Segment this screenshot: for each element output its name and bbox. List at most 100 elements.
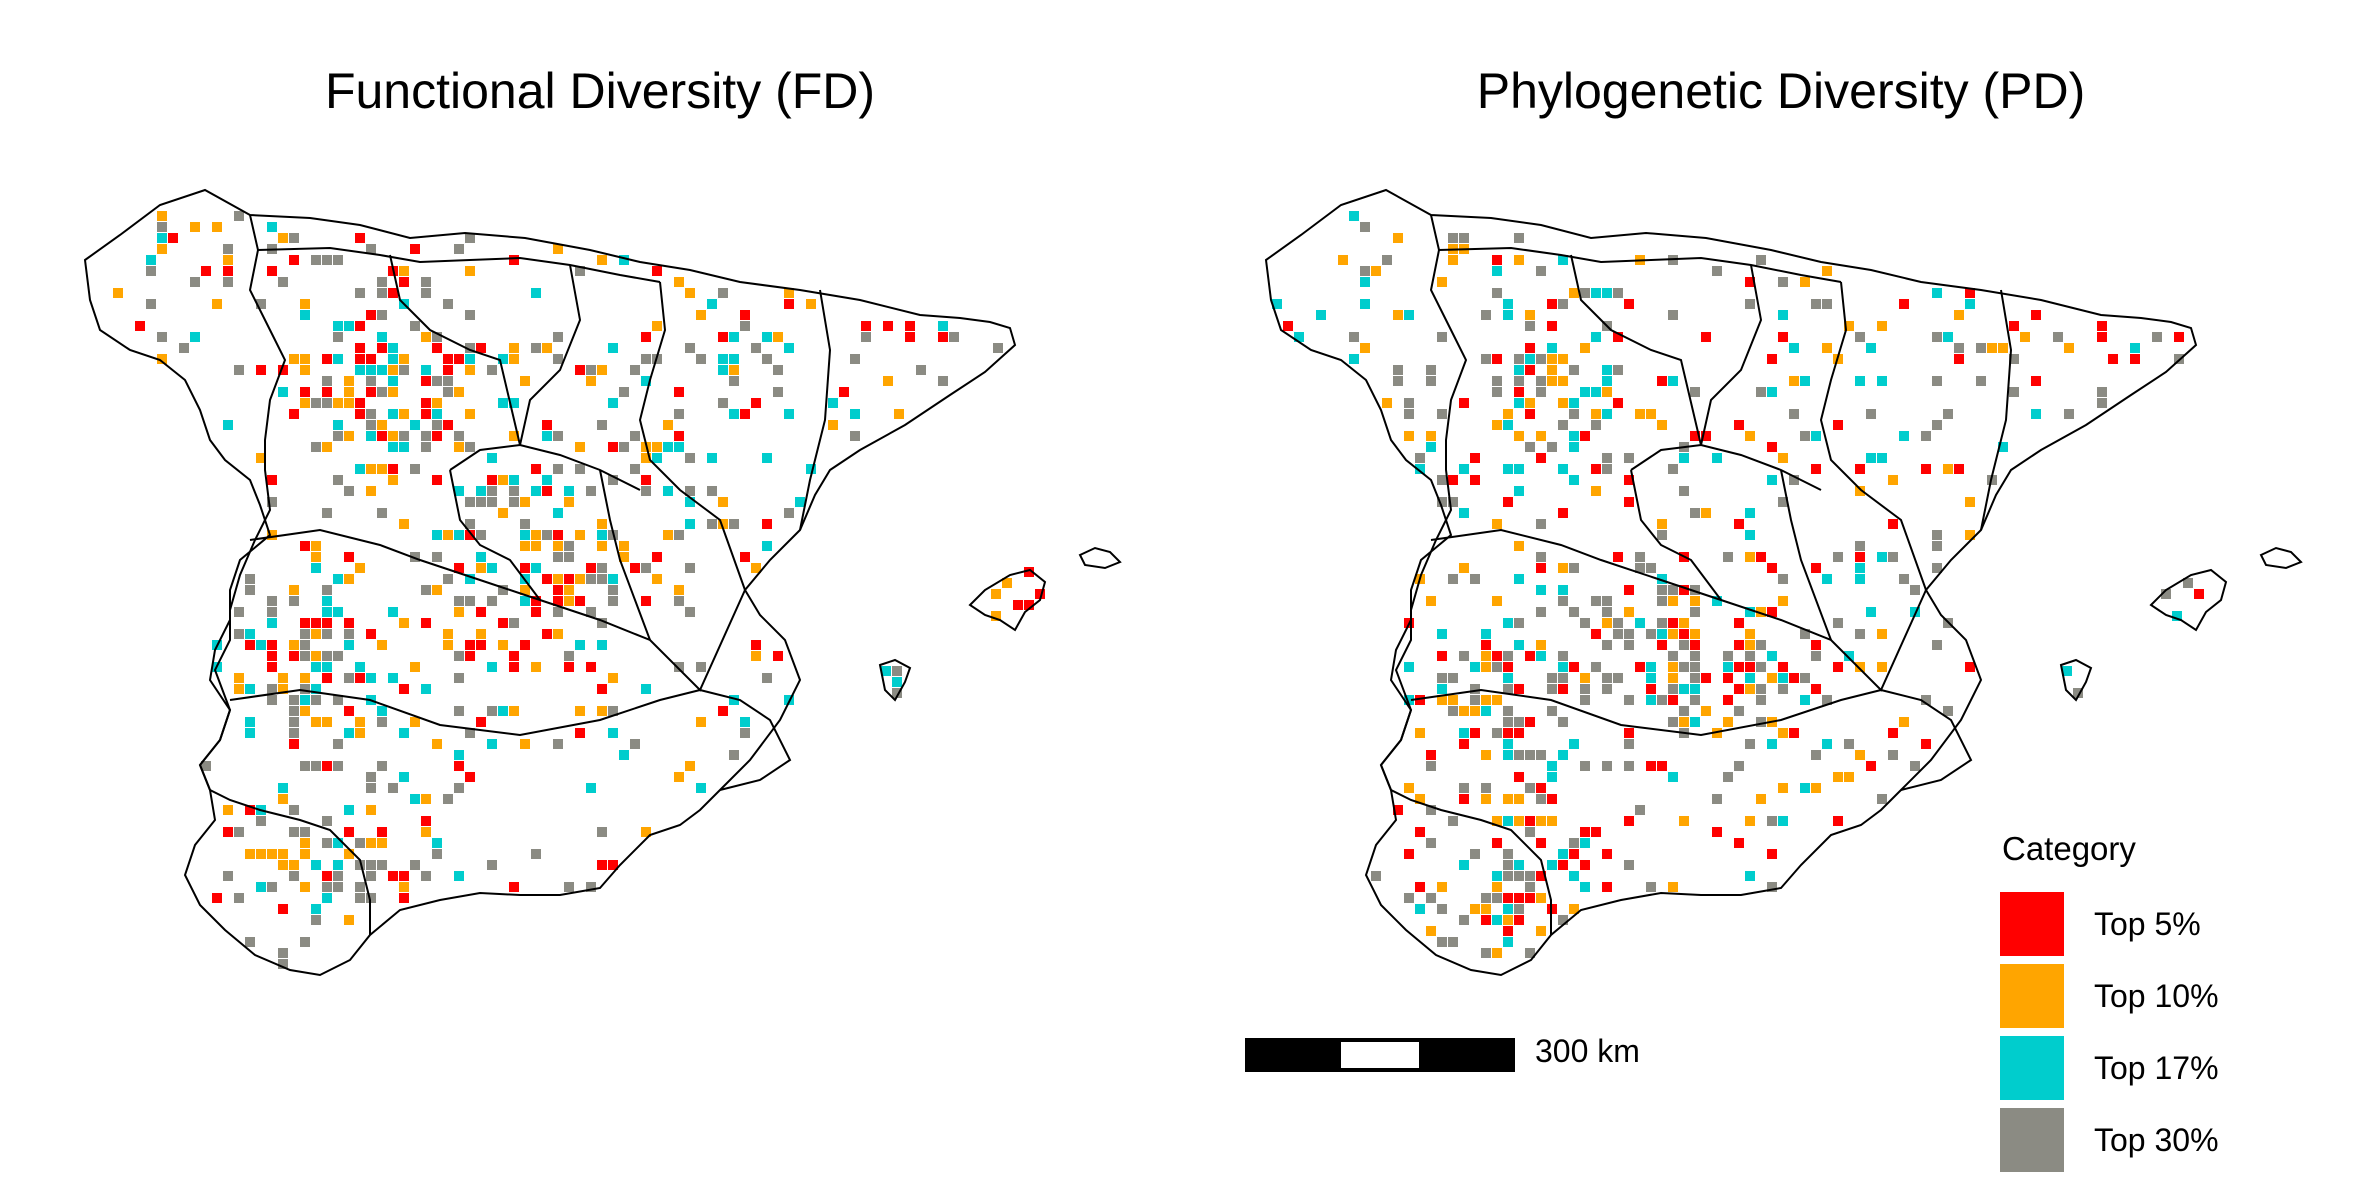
grid-cell	[608, 673, 618, 683]
grid-cell	[1712, 794, 1722, 804]
grid-cell	[1657, 376, 1667, 386]
grid-cell	[520, 585, 530, 595]
grid-cell	[476, 629, 486, 639]
grid-cell	[1657, 519, 1667, 529]
region-border	[229, 688, 701, 737]
grid-cell	[1382, 255, 1392, 265]
grid-cell	[1415, 695, 1425, 705]
grid-cell	[707, 519, 717, 529]
grid-cell	[223, 805, 233, 815]
grid-cell	[333, 761, 343, 771]
grid-cell	[1547, 376, 1557, 386]
grid-cell	[1591, 420, 1601, 430]
grid-cell	[707, 486, 717, 496]
grid-cell	[465, 651, 475, 661]
grid-cell	[1624, 640, 1634, 650]
grid-cell	[553, 541, 563, 551]
grid-cell	[1745, 552, 1755, 562]
grid-cell	[234, 629, 244, 639]
grid-cell	[1437, 882, 1447, 892]
grid-cell	[718, 497, 728, 507]
grid-cell	[487, 706, 497, 716]
grid-cell	[443, 420, 453, 430]
grid-cell	[311, 629, 321, 639]
grid-cell	[608, 475, 618, 485]
grid-cell	[1877, 794, 1887, 804]
grid-cell	[1393, 805, 1403, 815]
grid-cell	[564, 651, 574, 661]
grid-cell	[564, 497, 574, 507]
grid-cell	[520, 376, 530, 386]
grid-cell	[1426, 442, 1436, 452]
grid-cell	[663, 486, 673, 496]
grid-cell	[377, 431, 387, 441]
grid-cell	[1448, 695, 1458, 705]
grid-cell	[245, 684, 255, 694]
grid-cell	[1503, 849, 1513, 859]
grid-cell	[740, 321, 750, 331]
grid-cell	[1525, 651, 1535, 661]
grid-cell	[278, 904, 288, 914]
grid-cell	[1833, 772, 1843, 782]
grid-cell	[1426, 893, 1436, 903]
grid-cell	[1492, 596, 1502, 606]
grid-cell	[553, 530, 563, 540]
grid-cell	[366, 838, 376, 848]
grid-cell	[531, 607, 541, 617]
grid-cell	[1778, 662, 1788, 672]
grid-cell	[421, 585, 431, 595]
grid-cell	[1899, 299, 1909, 309]
grid-cell	[1514, 486, 1524, 496]
grid-cell	[1536, 783, 1546, 793]
grid-cell	[311, 904, 321, 914]
grid-cell	[234, 673, 244, 683]
grid-cell	[1514, 255, 1524, 265]
grid-cell	[1921, 695, 1931, 705]
grid-cell	[344, 552, 354, 562]
grid-cell	[1701, 508, 1711, 518]
grid-cell	[751, 651, 761, 661]
grid-cell	[1536, 651, 1546, 661]
grid-cell	[388, 365, 398, 375]
grid-cell	[1624, 761, 1634, 771]
grid-cell	[1514, 387, 1524, 397]
grid-cell	[1613, 288, 1623, 298]
grid-cell	[1734, 684, 1744, 694]
grid-cell	[476, 552, 486, 562]
grid-cell	[1580, 618, 1590, 628]
grid-cell	[410, 420, 420, 430]
grid-cell	[674, 431, 684, 441]
grid-cell	[322, 255, 332, 265]
grid-cell	[1415, 794, 1425, 804]
grid-cell	[1481, 640, 1491, 650]
grid-cell	[1789, 475, 1799, 485]
grid-cell	[1591, 662, 1601, 672]
grid-cell	[1459, 739, 1469, 749]
grid-cell	[1035, 589, 1045, 599]
grid-cell	[1404, 662, 1414, 672]
grid-cell	[1833, 618, 1843, 628]
grid-cell	[289, 354, 299, 364]
grid-cell	[1767, 651, 1777, 661]
grid-cell	[1580, 431, 1590, 441]
grid-cell	[322, 838, 332, 848]
grid-cell	[223, 871, 233, 881]
grid-cell	[366, 310, 376, 320]
grid-cell	[509, 882, 519, 892]
grid-cell	[740, 552, 750, 562]
grid-cell	[2097, 387, 2107, 397]
grid-cell	[377, 838, 387, 848]
grid-cell	[1569, 288, 1579, 298]
grid-cell	[1558, 673, 1568, 683]
grid-cell	[223, 827, 233, 837]
grid-cell	[300, 387, 310, 397]
grid-cell	[278, 849, 288, 859]
grid-cell	[1382, 398, 1392, 408]
grid-cell	[1426, 926, 1436, 936]
grid-cell	[311, 255, 321, 265]
grid-cell	[1998, 442, 2008, 452]
grid-cell	[938, 321, 948, 331]
grid-cell	[1954, 464, 1964, 474]
grid-cell	[1734, 761, 1744, 771]
grid-cell	[388, 376, 398, 386]
